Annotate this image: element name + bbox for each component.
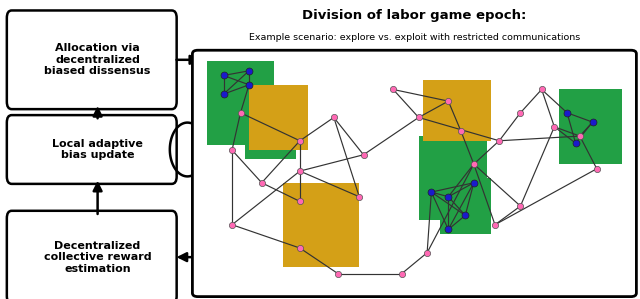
FancyBboxPatch shape — [7, 10, 177, 109]
Bar — [559, 89, 622, 164]
Bar — [244, 94, 296, 159]
Text: Local adaptive
bias update: Local adaptive bias update — [52, 139, 143, 160]
Bar — [419, 136, 486, 220]
Bar — [283, 183, 359, 267]
Bar — [423, 80, 491, 141]
FancyBboxPatch shape — [193, 50, 636, 297]
Text: Division of labor game epoch:: Division of labor game epoch: — [302, 9, 527, 22]
FancyBboxPatch shape — [7, 211, 177, 299]
Bar — [440, 178, 491, 234]
Text: Decentralized
collective reward
estimation: Decentralized collective reward estimati… — [44, 240, 152, 274]
Bar — [207, 62, 275, 145]
Text: Allocation via
decentralized
biased dissensus: Allocation via decentralized biased diss… — [44, 43, 151, 77]
Text: Example scenario: explore vs. exploit with restricted communications: Example scenario: explore vs. exploit wi… — [249, 33, 580, 42]
FancyBboxPatch shape — [7, 115, 177, 184]
Bar — [249, 85, 308, 150]
